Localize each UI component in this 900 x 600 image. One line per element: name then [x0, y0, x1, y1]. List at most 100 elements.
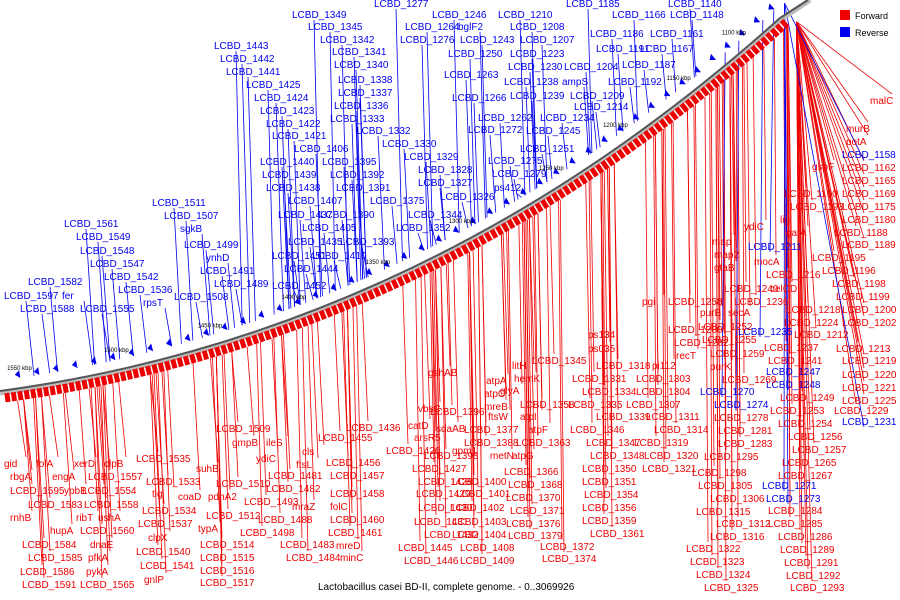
forward-gene-arrow	[466, 241, 476, 252]
reverse-gene-arrow	[258, 310, 265, 318]
forward-leader-line	[763, 48, 767, 221]
genome-backbone-shadow	[0, 0, 812, 396]
forward-gene-arrow	[276, 325, 284, 337]
forward-gene-label: LCBD_1335	[568, 400, 623, 411]
reverse-leader-line	[343, 166, 351, 285]
forward-gene-label: LCBD_1314	[654, 425, 709, 436]
forward-gene-arrow	[506, 218, 516, 230]
forward-gene-arrow	[627, 141, 637, 152]
forward-gene-label: atpF	[528, 425, 548, 436]
forward-gene-label: LCBD_1212	[794, 330, 849, 341]
forward-gene-label: LCBD_1359	[582, 516, 637, 527]
reverse-gene-label: LCBD_1407	[288, 196, 343, 207]
reverse-gene-label: LCBD_1207	[520, 35, 575, 46]
forward-gene-label: glyA	[500, 386, 520, 397]
forward-gene-arrow	[765, 31, 775, 43]
reverse-leader-line	[465, 79, 472, 227]
forward-gene-arrow	[578, 174, 588, 185]
forward-leader-line	[709, 93, 713, 556]
reverse-gene-label: LCBD_1191	[596, 44, 650, 55]
reverse-leader-line	[643, 69, 650, 113]
forward-gene-arrow	[269, 328, 278, 339]
forward-gene-label: LCBD_1304	[636, 387, 691, 398]
forward-gene-label: LCBD_1377	[464, 425, 519, 436]
forward-gene-label: folC	[330, 502, 348, 513]
legend-forward-swatch	[840, 10, 850, 20]
reverse-gene-arrow	[165, 338, 172, 347]
forward-gene-arrow	[779, 18, 790, 30]
reverse-leader-line	[287, 192, 296, 307]
reverse-leader-line	[41, 313, 51, 374]
reverse-gene-label: LCBD_1344	[408, 210, 463, 221]
forward-gene-label: ileS	[266, 438, 283, 449]
forward-gene-label: clpB	[104, 459, 124, 470]
forward-gene-arrow	[472, 238, 482, 249]
forward-gene-label: engA	[52, 472, 76, 483]
forward-gene-label: LCBD_1189	[842, 240, 896, 251]
reverse-gene-label: LCBD_1405	[302, 223, 357, 234]
forward-gene-arrow	[584, 170, 594, 182]
forward-gene-arrow	[349, 297, 358, 308]
reverse-gene-label: LCBD_1542	[104, 272, 159, 283]
forward-leader-line	[104, 385, 113, 539]
forward-leader-line	[796, 21, 803, 544]
reverse-gene-label: LCBD_1390	[320, 210, 375, 221]
forward-gene-label: LCBD_1324	[696, 570, 751, 581]
reverse-gene-label: LCBD_1435	[288, 237, 343, 248]
forward-gene-label: LCBD_1295	[704, 452, 759, 463]
forward-leader-line	[343, 311, 351, 527]
forward-leader-line	[663, 129, 667, 450]
forward-gene-label: ftsW	[488, 412, 509, 423]
forward-leader-line	[33, 398, 43, 566]
reverse-gene-arrow	[633, 112, 640, 120]
reverse-gene-label: LCBD_1489	[214, 279, 269, 290]
forward-gene-label: LCBD_1372	[540, 542, 595, 553]
reverse-gene-arrow	[452, 225, 460, 233]
forward-gene-arrow	[343, 299, 352, 311]
forward-gene-label: LCBD_1289	[780, 545, 835, 556]
forward-leader-line	[23, 399, 33, 512]
forward-gene-label: rnhB	[10, 513, 31, 524]
reverse-gene-label: LCBD_1247	[766, 367, 821, 378]
forward-leader-line	[41, 396, 51, 499]
forward-gene-label: suhB	[196, 464, 219, 475]
forward-gene-arrow	[318, 309, 327, 321]
forward-gene-label: LCBD_1404	[452, 530, 507, 541]
forward-gene-arrow	[182, 355, 191, 366]
forward-gene-label: LCBD_1318	[596, 361, 651, 372]
forward-gene-label: metN	[490, 451, 514, 462]
forward-gene-arrow	[449, 250, 458, 261]
reverse-gene-arrow	[240, 316, 247, 325]
reverse-gene-label: LCBD_1424	[254, 93, 309, 104]
forward-leader-line	[167, 370, 175, 488]
reverse-gene-label: LCBD_1422	[266, 119, 321, 130]
reverse-gene-label: LCBD_1437	[278, 210, 333, 221]
forward-gene-label: LCBD_1515	[200, 553, 255, 564]
reverse-gene-label: LCBD_1234	[540, 113, 595, 124]
forward-gene-label: LCBD_1311	[646, 412, 700, 423]
scale-tick-label: 1100 kbp	[722, 31, 747, 37]
forward-gene-arrow	[138, 367, 146, 377]
reverse-gene-arrow	[486, 207, 494, 215]
forward-leader-line	[163, 371, 171, 532]
forward-gene-label: LCBD_1540	[136, 547, 191, 558]
reverse-gene-label: ynhD	[206, 253, 229, 264]
forward-gene-label: pgi	[642, 297, 655, 308]
forward-gene-label: LCBD_1402	[450, 503, 505, 514]
forward-gene-label: LCBD_1348	[590, 451, 645, 462]
forward-gene-label: xerD	[74, 459, 95, 470]
forward-leader-line	[521, 222, 527, 466]
forward-leader-line	[796, 21, 813, 201]
forward-gene-label: LCBD_1510	[216, 479, 271, 490]
forward-gene-label: LCBD_1193	[790, 202, 844, 213]
forward-gene-label: clpX	[148, 533, 168, 544]
reverse-gene-label: LCBD_1597	[4, 291, 59, 302]
reverse-leader-line	[85, 228, 95, 365]
reverse-gene-label: LCBD_1392	[330, 170, 385, 181]
reverse-leader-line	[481, 44, 488, 218]
reverse-gene-arrow	[503, 197, 510, 205]
forward-gene-arrow	[648, 126, 658, 137]
forward-gene-label: LCBD_1370	[506, 493, 561, 504]
forward-gene-label: LCBD_1436	[346, 423, 401, 434]
